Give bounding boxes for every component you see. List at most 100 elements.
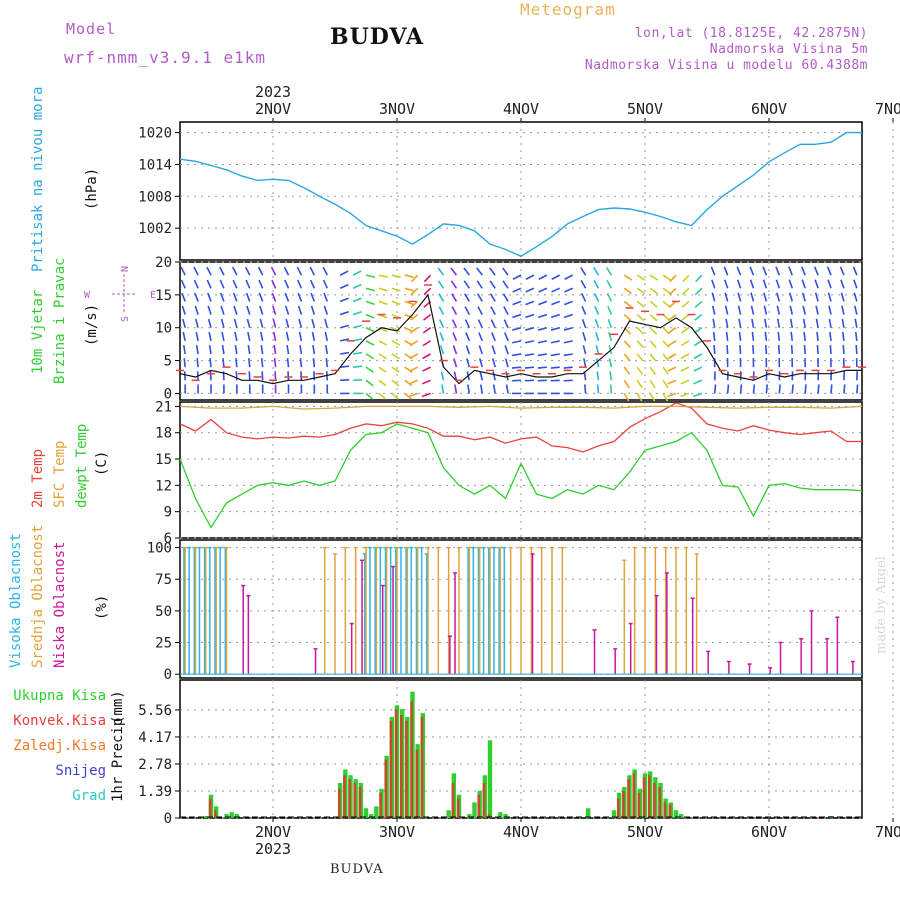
wind-arrow [711, 279, 716, 289]
bottom-day-label: 2NOV [255, 823, 291, 841]
wind-arrow [324, 331, 329, 342]
wind-arrow [736, 279, 742, 289]
wind-arrow [606, 292, 613, 302]
wind-arrow [581, 318, 587, 328]
precip-conv-bar [663, 802, 667, 818]
wind-arrow [693, 379, 703, 385]
wind-arrow [623, 274, 633, 281]
wind-arrow [257, 266, 264, 276]
precip-conv-bar [394, 709, 398, 818]
wind-arrow [564, 287, 573, 293]
wind-arrow [285, 331, 290, 342]
wind-arrow [410, 313, 419, 321]
wind-arrow [667, 392, 677, 398]
wind-arrow [410, 300, 419, 308]
wind-arrow [649, 327, 658, 335]
top-day-label: 6NOV [751, 100, 787, 118]
wind-arrow [183, 358, 186, 368]
wind-arrow [410, 287, 419, 296]
wind-arrow [272, 318, 277, 328]
wind-arrow [853, 279, 858, 289]
wind-arrow [423, 274, 432, 283]
wind-arrow [830, 384, 833, 394]
wind-arrow [365, 340, 375, 346]
wind-arrow [378, 379, 387, 387]
wind-arrow [502, 293, 509, 302]
wind-arrow [477, 319, 483, 329]
footer-station: BUDVA [330, 862, 384, 877]
precip-total-bar [472, 802, 477, 818]
wind-arrow [391, 274, 401, 278]
wind-arrow [479, 358, 484, 368]
wind-arrow [662, 379, 669, 389]
wind-arrow [693, 366, 703, 372]
wind-arrow [391, 353, 400, 360]
wind-arrow [596, 384, 600, 394]
wind-arrow [296, 266, 303, 276]
wind-arrow [681, 300, 690, 308]
wind-arrow [623, 287, 633, 295]
wind-arrow [801, 292, 806, 302]
wind-arrow [219, 292, 225, 302]
model-name: wrf-nmm_v3.9.1 e1km [64, 48, 267, 67]
wind-arrow [339, 270, 349, 276]
wind-arrow [636, 379, 643, 389]
precip-total-bar [234, 814, 240, 818]
wind-arrow [272, 331, 277, 342]
wind-arrow [662, 340, 670, 349]
precip-conv-bar [208, 798, 212, 818]
wind-arrow [247, 331, 251, 342]
clouds-ytick-label: 100 [147, 541, 172, 557]
wind-arrow [525, 313, 535, 319]
wind-arrow [391, 392, 400, 400]
precip-legend-0: Ukupna Kisa [13, 688, 106, 704]
wind-arrow [453, 358, 458, 368]
wind-arrow [502, 280, 509, 289]
wind-arrow [551, 287, 561, 293]
wind-arrow [713, 344, 716, 355]
wind-arrow [649, 379, 656, 389]
wind-arrow [352, 365, 363, 368]
wind-arrow [441, 384, 445, 394]
wind-arrow [550, 313, 560, 319]
wind-arrow [827, 279, 832, 289]
pressure-line [179, 131, 862, 258]
precip-conv-bar [482, 783, 486, 818]
precip-conv-bar [353, 783, 357, 818]
wind-arrow [489, 267, 496, 276]
wind-arrow [764, 318, 768, 328]
precip-bars [203, 691, 834, 818]
wind-arrow [776, 318, 781, 328]
wind-arrow [852, 266, 858, 276]
wind-arrow [777, 344, 781, 355]
wind-arrow [775, 279, 781, 289]
wind-arrow [854, 318, 858, 328]
precip-legend-4: Grad [72, 788, 106, 804]
wind-arrow [736, 266, 742, 276]
wind-arrow [791, 384, 794, 394]
wind-arrow [580, 267, 587, 276]
wind-arrow [669, 274, 677, 283]
wind-arrow [826, 266, 832, 276]
wind-arrow [680, 340, 690, 347]
lonlat-label: lon,lat (18.8125E, 42.2875N) [634, 26, 868, 41]
temperature-line-0 [179, 402, 862, 453]
wind-arrow [232, 279, 238, 289]
wind-arrow [258, 292, 264, 302]
wind-arrow [817, 384, 820, 394]
pressure-unit-label: (hPa) [84, 168, 100, 210]
wind-arrow [593, 280, 600, 289]
wind-arrow [623, 393, 630, 402]
precip-total-bar [611, 810, 617, 818]
wind-arrow [260, 344, 264, 355]
bottom-day-label: 4NOV [503, 823, 539, 841]
wind-arrow [421, 392, 431, 398]
wind-arrow [681, 327, 690, 334]
wind-arrow [391, 326, 401, 333]
wind-arrow [739, 344, 742, 355]
precip-total-bar [229, 812, 234, 818]
wind-arrow [260, 358, 264, 368]
wind-arrow [323, 292, 328, 302]
precip-total-bar [498, 812, 503, 818]
wind-arrow [464, 306, 471, 315]
